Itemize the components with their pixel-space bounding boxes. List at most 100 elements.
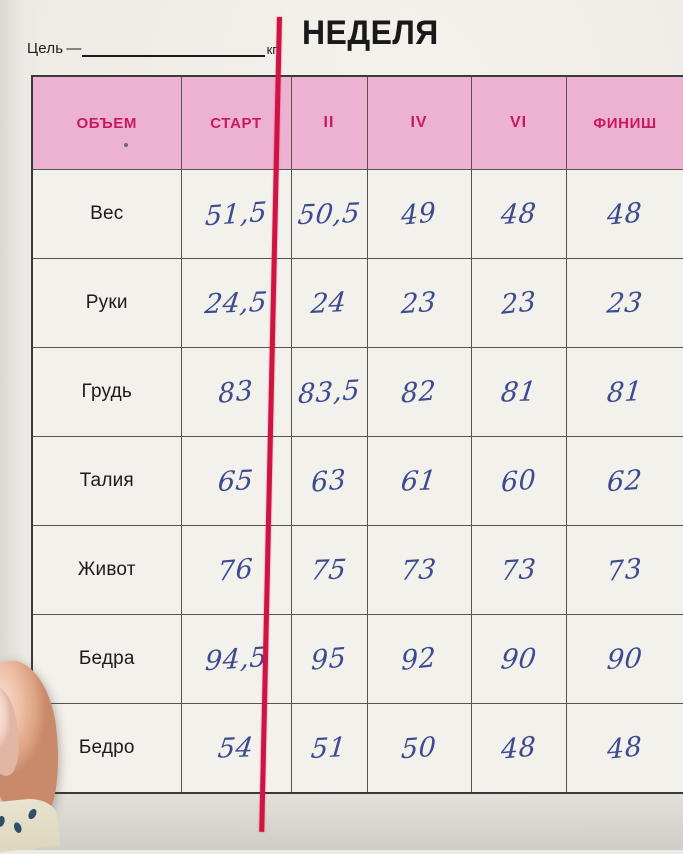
handwritten-value: 23 xyxy=(400,286,438,320)
row-label-chest: Грудь xyxy=(31,347,182,437)
cell-thigh-week2[interactable]: 51 xyxy=(290,703,368,794)
measurements-table-container: ОБЪЕМ СТАРТ II IV VI ФИНИШ Вес 51,5 50,5… xyxy=(31,75,683,794)
handwritten-value: 83 xyxy=(218,374,254,410)
handwritten-value: 50,5 xyxy=(296,197,362,231)
handwritten-value: 48 xyxy=(499,197,538,231)
handwritten-value: 65 xyxy=(216,464,256,498)
column-header-finish: ФИНИШ xyxy=(565,75,683,170)
column-header-start: СТАРТ xyxy=(180,75,292,170)
cell-arms-week4[interactable]: 23 xyxy=(366,258,472,348)
handwritten-value: 24 xyxy=(309,286,349,320)
handwritten-value: 75 xyxy=(309,553,349,587)
thumbnail xyxy=(0,681,27,780)
cell-waist-week2[interactable]: 63 xyxy=(290,436,368,526)
handwritten-value: 60 xyxy=(500,463,537,499)
cell-waist-week4[interactable]: 61 xyxy=(366,436,472,526)
cell-hips-week4[interactable]: 92 xyxy=(366,614,472,704)
table-row: Живот 76 75 73 73 73 xyxy=(31,525,683,615)
goal-value-blank[interactable] xyxy=(82,38,265,57)
cell-chest-start[interactable]: 83 xyxy=(180,347,292,437)
handwritten-value: 48 xyxy=(607,730,643,766)
goal-label: Цель xyxy=(27,40,64,57)
handwritten-value: 73 xyxy=(399,553,439,587)
table-row: Бедро 54 51 50 48 48 xyxy=(31,703,683,794)
cell-thigh-week4[interactable]: 50 xyxy=(366,703,472,794)
cell-waist-week6[interactable]: 60 xyxy=(470,436,567,526)
handwritten-value: 51,5 xyxy=(204,196,268,232)
cell-thigh-week6[interactable]: 48 xyxy=(470,703,567,794)
goal-unit-label: кг xyxy=(266,42,277,57)
handwritten-value: 83,5 xyxy=(297,374,361,410)
cuff-pattern-dot xyxy=(0,815,6,828)
cell-belly-week2[interactable]: 75 xyxy=(290,525,368,615)
handwritten-value: 76 xyxy=(218,552,254,588)
table-header-row: ОБЪЕМ СТАРТ II IV VI ФИНИШ xyxy=(31,75,683,170)
cell-waist-finish[interactable]: 62 xyxy=(565,436,683,526)
cell-hips-week2[interactable]: 95 xyxy=(290,614,368,704)
cell-arms-week6[interactable]: 23 xyxy=(470,258,567,348)
handwritten-value: 90 xyxy=(605,642,645,676)
cell-weight-week6[interactable]: 48 xyxy=(470,169,567,259)
cell-thigh-start[interactable]: 54 xyxy=(180,703,292,794)
cuff-pattern-dot xyxy=(26,807,39,821)
cell-waist-start[interactable]: 65 xyxy=(180,436,292,526)
cell-chest-week4[interactable]: 82 xyxy=(366,347,472,437)
page-title: НЕДЕЛЯ xyxy=(302,14,439,52)
stray-pencil-mark xyxy=(124,143,128,147)
table-row: Грудь 83 83,5 82 81 81 xyxy=(31,347,683,437)
cell-belly-finish[interactable]: 73 xyxy=(565,525,683,615)
row-label-hips: Бедра xyxy=(31,614,182,704)
column-header-week-4: IV xyxy=(366,75,472,170)
column-header-week-6: VI xyxy=(470,75,567,170)
handwritten-value: 81 xyxy=(605,375,645,409)
paper-bottom-shadow xyxy=(0,790,683,850)
cuff-pattern-dot xyxy=(12,821,24,835)
handwritten-value: 50 xyxy=(400,731,438,765)
handwritten-value: 24,5 xyxy=(203,286,269,320)
column-header-week-2: II xyxy=(290,75,368,170)
table-row: Руки 24,5 24 23 23 23 xyxy=(31,258,683,348)
handwritten-value: 49 xyxy=(401,196,437,232)
cell-arms-finish[interactable]: 23 xyxy=(565,258,683,348)
measurements-table: ОБЪЕМ СТАРТ II IV VI ФИНИШ Вес 51,5 50,5… xyxy=(31,75,683,794)
row-label-belly: Живот xyxy=(31,525,182,615)
row-label-weight: Вес xyxy=(31,169,182,259)
cell-belly-week6[interactable]: 73 xyxy=(470,525,567,615)
row-label-waist: Талия xyxy=(31,436,182,526)
handwritten-value: 92 xyxy=(401,641,437,677)
handwritten-value: 73 xyxy=(500,553,537,587)
handwritten-value: 54 xyxy=(216,731,256,765)
cell-chest-week2[interactable]: 83,5 xyxy=(290,347,368,437)
handwritten-value: 63 xyxy=(311,463,347,499)
column-header-volume: ОБЪЕМ xyxy=(31,75,182,170)
cell-chest-week6[interactable]: 81 xyxy=(470,347,567,437)
handwritten-value: 94,5 xyxy=(204,641,268,677)
cell-thigh-finish[interactable]: 48 xyxy=(565,703,683,794)
goal-dash: — xyxy=(66,40,82,57)
handwritten-value: 82 xyxy=(401,374,437,410)
handwritten-value: 51 xyxy=(309,731,349,765)
handwritten-value: 23 xyxy=(500,285,537,321)
handwritten-value: 81 xyxy=(498,375,539,409)
cell-chest-finish[interactable]: 81 xyxy=(565,347,683,437)
cell-arms-week2[interactable]: 24 xyxy=(290,258,368,348)
handwritten-value: 48 xyxy=(500,730,537,766)
handwritten-value: 48 xyxy=(607,196,643,232)
table-row: Талия 65 63 61 60 62 xyxy=(31,436,683,526)
row-label-arms: Руки xyxy=(31,258,182,348)
table-row: Бедра 94,5 95 92 90 90 xyxy=(31,614,683,704)
cell-hips-start[interactable]: 94,5 xyxy=(180,614,292,704)
cell-weight-week4[interactable]: 49 xyxy=(366,169,472,259)
handwritten-value: 23 xyxy=(605,286,645,320)
cell-hips-finish[interactable]: 90 xyxy=(565,614,683,704)
handwritten-value: 95 xyxy=(311,641,347,677)
goal-field[interactable]: Цель — кг xyxy=(27,34,277,58)
cell-belly-week4[interactable]: 73 xyxy=(366,525,472,615)
cell-belly-start[interactable]: 76 xyxy=(180,525,292,615)
sleeve-cuff xyxy=(0,796,61,854)
handwritten-value: 73 xyxy=(607,552,643,588)
cell-hips-week6[interactable]: 90 xyxy=(470,614,567,704)
cell-weight-week2[interactable]: 50,5 xyxy=(290,169,368,259)
cell-weight-finish[interactable]: 48 xyxy=(565,169,683,259)
